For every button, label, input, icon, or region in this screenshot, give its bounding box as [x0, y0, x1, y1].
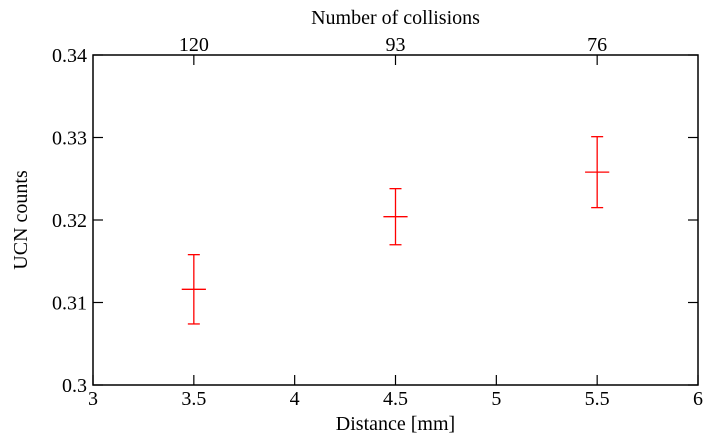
- x-tick-label: 5: [491, 388, 501, 410]
- top-tick-label: 120: [179, 34, 209, 56]
- x-tick-label: 4: [290, 388, 300, 410]
- data-points: [181, 136, 610, 325]
- y-axis-title: UCN counts: [10, 170, 32, 270]
- x-tick-label: 4.5: [383, 388, 408, 410]
- y-tick-label: 0.33: [52, 128, 87, 150]
- y-tick-label: 0.34: [52, 45, 87, 67]
- x-tick-label: 6: [693, 388, 703, 410]
- y-tick-label: 0.32: [52, 210, 87, 232]
- x-tick-label: 3.5: [181, 388, 206, 410]
- x-tick-label: 5.5: [585, 388, 610, 410]
- top-axis-title: Number of collisions: [311, 7, 480, 29]
- top-tick-label: 76: [587, 34, 607, 56]
- top-axis-ticks: 120 93 76: [179, 34, 607, 65]
- top-tick-label: 93: [386, 34, 406, 56]
- x-tick-label: 3: [88, 388, 98, 410]
- x-axis-title: Distance [mm]: [336, 413, 455, 434]
- y-tick-label: 0.31: [52, 293, 87, 315]
- left-axis-ticks: 0.3 0.31 0.32 0.33 0.34: [52, 45, 698, 397]
- y-tick-label: 0.3: [62, 375, 87, 397]
- bottom-axis-ticks: 3 3.5 4 4.5 5 5.5 6: [88, 375, 703, 410]
